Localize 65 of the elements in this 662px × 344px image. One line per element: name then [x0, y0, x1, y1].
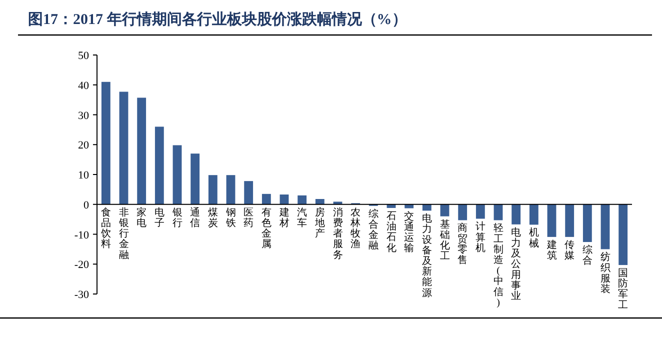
x-tick-label: 非银行金融	[118, 206, 129, 261]
x-tick-label: 建筑	[546, 238, 557, 262]
x-tick-label: 消费者服务	[332, 206, 343, 261]
x-tick-label: 轻工制造(中信)	[493, 222, 504, 308]
x-tick-label: 钢铁	[224, 207, 236, 229]
x-tick-label: 电子	[154, 206, 164, 229]
x-tick-label: 医药	[244, 207, 254, 229]
x-tick-label: 电力设备及新能源	[422, 212, 432, 299]
x-tick-label: 纺织服装	[600, 251, 610, 295]
bar	[618, 204, 628, 266]
bar	[262, 194, 271, 204]
y-tick-label: 50	[78, 50, 90, 62]
x-tick-label: 煤炭	[208, 206, 218, 229]
chart-title: 图17：2017 年行情期间各行业板块股价涨跌幅情况（%）	[28, 11, 407, 28]
bar	[512, 204, 521, 224]
x-tick-label: 通信	[190, 206, 200, 229]
y-tick-label: 30	[78, 110, 90, 122]
x-tick-label: 综合金融	[368, 208, 378, 252]
x-tick-label: 电力及公用事业	[511, 226, 522, 302]
y-tick-label: 20	[78, 140, 90, 152]
x-tick-label: 机械	[528, 226, 539, 250]
bar	[529, 204, 538, 225]
bar	[565, 204, 574, 237]
bar	[315, 198, 324, 204]
bar	[440, 204, 450, 216]
x-tick-label: 商贸零售	[458, 222, 468, 266]
x-tick-label: 石油石化	[386, 210, 396, 254]
x-tick-label: 计算机	[475, 220, 486, 254]
bar	[226, 175, 236, 204]
bar	[600, 204, 610, 250]
y-tick-label: 0	[84, 199, 90, 212]
x-tick-label: 交通运输	[404, 210, 414, 254]
x-tick-label: 食品饮料	[100, 206, 111, 250]
x-tick-label: 农林牧渔	[350, 207, 361, 250]
x-tick-label: 传媒	[564, 240, 575, 262]
y-tick-label: -10	[74, 229, 90, 242]
x-tick-label: 家电	[136, 206, 147, 229]
x-tick-label: 国防军工	[618, 268, 628, 311]
bar	[101, 82, 110, 204]
bar	[494, 204, 503, 220]
x-tick-label: 建材	[278, 206, 290, 229]
y-tick-label: 40	[78, 80, 90, 92]
x-tick-label: 银行	[171, 207, 182, 229]
bar	[244, 181, 254, 204]
bar	[458, 204, 468, 220]
bar	[280, 194, 289, 204]
bar	[119, 92, 128, 204]
bar	[547, 204, 556, 237]
y-tick-label: -30	[74, 289, 90, 301]
x-tick-label: 综合	[582, 244, 592, 267]
y-tick-label: -20	[74, 259, 90, 272]
bar	[476, 204, 485, 219]
x-tick-label: 房地产	[314, 206, 325, 240]
y-tick-label: 10	[78, 170, 90, 182]
bar	[137, 98, 146, 204]
x-tick-label: 汽车	[297, 206, 308, 229]
x-tick-label: 有色金属	[261, 206, 272, 250]
bar	[208, 175, 218, 204]
bar	[154, 126, 164, 204]
bar	[172, 145, 182, 204]
x-tick-label: 基础化工	[438, 218, 450, 262]
bar	[582, 204, 592, 242]
bar	[190, 154, 200, 204]
bar	[404, 204, 414, 208]
bar	[298, 195, 307, 204]
